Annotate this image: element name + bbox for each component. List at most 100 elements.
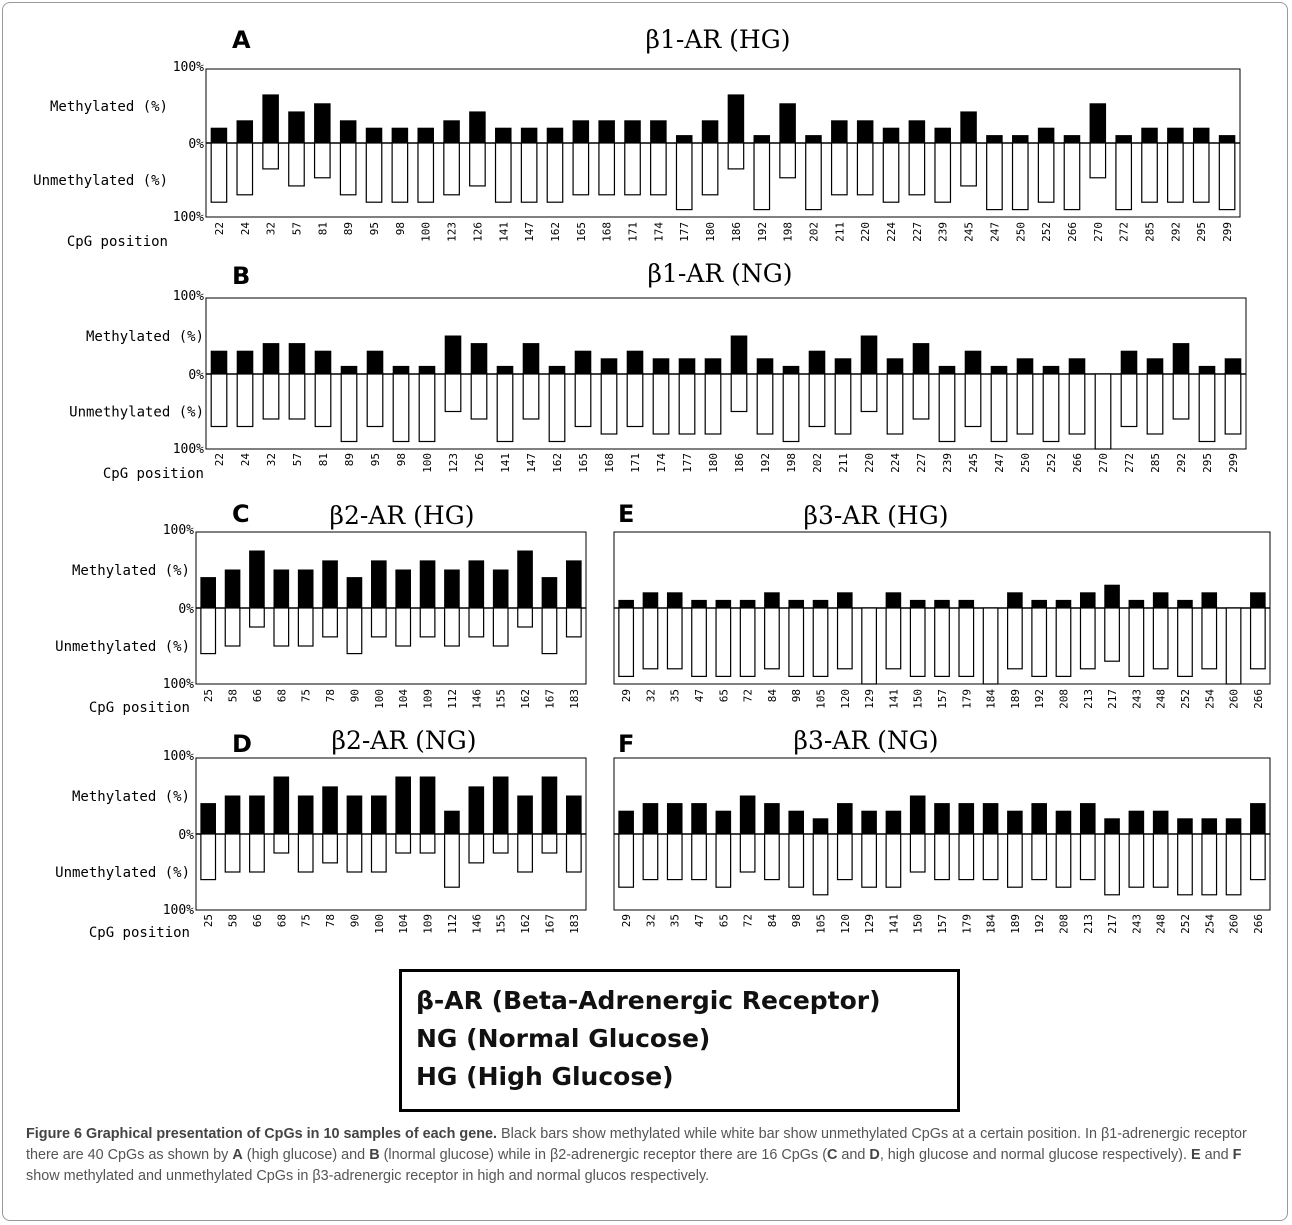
panel-a-tick-label: 89 [342, 222, 355, 235]
panel-a-bar-unmethylated [417, 142, 435, 203]
panel-a-bar-methylated [753, 135, 771, 144]
panel-d-bar-unmethylated [370, 833, 387, 873]
panel-a-tick-label: 266 [1066, 222, 1079, 242]
panel-d-bar-unmethylated [492, 833, 509, 854]
panel-b-bar-unmethylated [756, 373, 774, 435]
panel-e-bar-methylated [739, 599, 756, 609]
caption-title: Figure 6 Graphical presentation of CpGs … [26, 1126, 498, 1142]
panel-c-pct-top: 100% [163, 523, 194, 538]
panel-e-bar-unmethylated [1055, 607, 1072, 678]
panel-a-bar-methylated [1218, 135, 1236, 144]
panel-f-bar-methylated [1128, 810, 1145, 835]
panel-d-bar-methylated [492, 776, 509, 835]
panel-f-tick-label: 266 [1252, 914, 1265, 934]
panel-a-bar-methylated [339, 120, 357, 144]
panel-a-ylabel-unmethylated: Unmethylated (%) [33, 173, 168, 189]
panel-c-bar-methylated [297, 569, 314, 609]
panel-b-tick-label: 250 [1019, 453, 1032, 473]
panel-a-bar-methylated [1115, 135, 1132, 144]
panel-c-bar-methylated [444, 569, 460, 609]
panel-e-bar-unmethylated [1201, 607, 1218, 670]
panel-f-bar-unmethylated [812, 833, 829, 896]
panel-f-bar-unmethylated [1249, 833, 1266, 881]
panel-d-bar-methylated [200, 803, 216, 835]
panel-f-bar-methylated [1250, 803, 1266, 835]
panel-a-bar-unmethylated [624, 142, 641, 196]
panel-e-bar-methylated [1128, 599, 1145, 609]
panel-c-bar-unmethylated [370, 607, 387, 638]
panel-a-tick-label: 239 [937, 222, 950, 242]
panel-b-bar-unmethylated [886, 373, 904, 435]
panel-e-bar-unmethylated [1031, 607, 1048, 678]
panel-e-bar-unmethylated [691, 607, 707, 678]
panel-f-bar-methylated [885, 810, 902, 835]
panel-f-bar-methylated [1079, 803, 1096, 835]
panel-f-letter: F [618, 730, 634, 758]
panel-c-bar-methylated [541, 577, 558, 609]
panel-f-bar-methylated [909, 795, 926, 835]
panel-f-bar-methylated [958, 803, 975, 835]
panel-b-tick-label: 245 [967, 453, 980, 473]
panel-e-bar-methylated [666, 592, 683, 609]
panel-f-tick-label: 29 [620, 914, 633, 927]
panel-a-tick-label: 227 [911, 222, 924, 242]
panel-e-tick-label: 266 [1252, 689, 1265, 709]
panel-a-bar-unmethylated [443, 142, 460, 196]
panel-b-bar-unmethylated [1016, 373, 1034, 435]
panel-f-tick-label: 47 [693, 914, 706, 927]
panel-f-tick-label: 65 [717, 914, 730, 927]
caption-text: , high glucose and normal glucose respec… [879, 1147, 1191, 1163]
panel-d-bar-methylated [346, 795, 363, 835]
panel-f-bar-methylated [666, 803, 683, 835]
panel-d-tick-label: 68 [275, 914, 288, 927]
panel-d-bar-unmethylated [468, 833, 485, 864]
panel-e-bar-unmethylated [909, 607, 926, 678]
panel-c-bar-unmethylated [468, 607, 485, 638]
panel-b-bar-unmethylated [730, 373, 748, 413]
panel-b-pct-top: 100% [173, 289, 204, 304]
panel-f-tick-label: 72 [742, 914, 755, 927]
panel-b-tick-label: 299 [1227, 453, 1240, 473]
panel-b-tick-label: 198 [785, 453, 798, 473]
panel-a-tick-label: 299 [1221, 222, 1234, 242]
panel-e-tick-label: 260 [1228, 689, 1241, 709]
panel-c-bar-unmethylated [395, 607, 412, 647]
panel-c-bar-methylated [346, 577, 363, 609]
panel-c-bar-unmethylated [346, 607, 363, 655]
panel-b-bar-unmethylated [418, 373, 436, 443]
panel-e-bar-methylated [715, 599, 732, 609]
panel-b-tick-label: 32 [265, 453, 278, 466]
panel-d-bar-unmethylated [273, 833, 290, 854]
panel-b-tick-label: 292 [1175, 453, 1188, 473]
panel-f-tick-label: 120 [839, 914, 852, 934]
panel-e-bar-methylated [1079, 592, 1096, 609]
panel-b-tick-label: 227 [915, 453, 928, 473]
panel-c-bar-unmethylated [249, 607, 265, 628]
panel-b-tick-label: 270 [1097, 453, 1110, 473]
caption-text: and [837, 1147, 870, 1163]
panel-a-tick-label: 192 [756, 222, 769, 242]
panel-e-tick-label: 129 [863, 689, 876, 709]
panel-e-tick-label: 189 [1009, 689, 1022, 709]
panel-c-letter: C [232, 500, 250, 528]
panel-c-bar-unmethylated [517, 607, 533, 628]
panel-b-bar-unmethylated [236, 373, 254, 428]
panel-d-tick-label: 183 [568, 914, 581, 934]
panel-b-bar-unmethylated [1094, 373, 1112, 450]
panel-a-tick-label: 126 [471, 222, 484, 242]
panel-e-bar-methylated [837, 592, 853, 609]
panel-b-bar-unmethylated [964, 373, 982, 428]
panel-a-bar-methylated [288, 111, 305, 144]
panel-b-bar-unmethylated [392, 373, 410, 443]
panel-b-tick-label: 239 [941, 453, 954, 473]
panel-d-tick-label: 100 [373, 914, 386, 934]
panel-b-bar-unmethylated [444, 373, 462, 413]
panel-a-bar-methylated [314, 103, 331, 144]
panel-a-bar-unmethylated [391, 142, 409, 203]
panel-d-bar-methylated [249, 795, 265, 835]
panel-f-bar-methylated [837, 803, 853, 835]
panel-f-tick-label: 208 [1057, 914, 1070, 934]
panel-c-tick-label: 58 [227, 689, 240, 702]
panel-b-bar-methylated [886, 358, 904, 375]
